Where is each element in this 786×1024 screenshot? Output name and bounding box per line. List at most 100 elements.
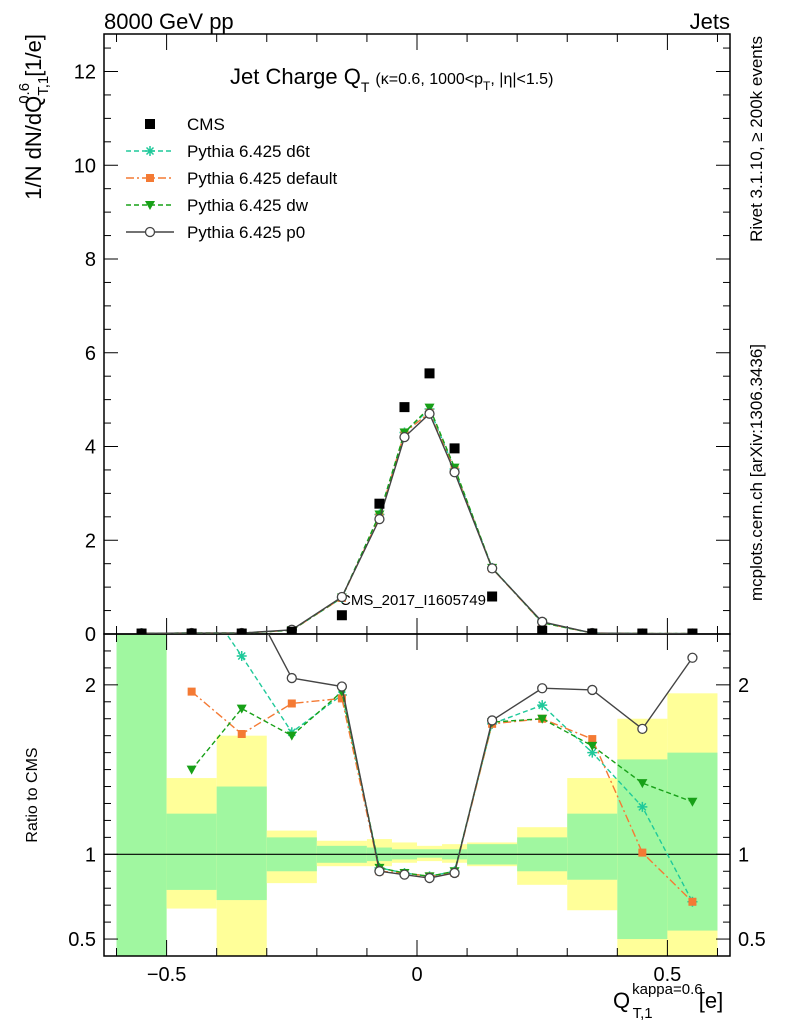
mcplots-note: mcplots.cern.ch [arXiv:1306.3436] bbox=[747, 344, 766, 601]
ratio-point-dw bbox=[687, 797, 698, 807]
ratio-point-default bbox=[287, 699, 296, 708]
ratio-point-dw bbox=[587, 741, 598, 751]
main-point-p0 bbox=[336, 591, 348, 603]
ratio-point-dw bbox=[286, 731, 297, 741]
main-point-cms bbox=[487, 591, 498, 602]
ratio-ytick-label: 2 bbox=[85, 675, 96, 697]
main-ytick-label: 0 bbox=[85, 624, 96, 646]
ratio-point-p0 bbox=[449, 867, 460, 879]
ratio-ylabel: Ratio to CMS bbox=[24, 747, 41, 842]
band-inner-11 bbox=[567, 813, 618, 880]
legend-marker-p0 bbox=[144, 226, 156, 238]
main-point-cms bbox=[136, 628, 147, 634]
ratio-point-p0 bbox=[687, 652, 698, 663]
watermark: CMS_2017_I1605749 bbox=[340, 592, 486, 609]
main-title-sub: T bbox=[361, 79, 370, 95]
ratio-ytick-label-right: 0.5 bbox=[738, 929, 766, 951]
ratio-point-dw bbox=[186, 765, 197, 775]
main-ylabel-sub: T,1 bbox=[35, 76, 52, 96]
main-ytick-label: 4 bbox=[85, 437, 96, 459]
main-point-cms bbox=[687, 628, 698, 634]
main-point-p0 bbox=[449, 467, 460, 478]
main-point-cms bbox=[424, 368, 435, 379]
legend-label-cms: CMS bbox=[187, 115, 225, 134]
band-inner-0 bbox=[116, 634, 167, 956]
main-title-details-post: , |η|<1.5) bbox=[490, 71, 553, 88]
band-inner-1 bbox=[166, 813, 217, 890]
main-ytick-label: 2 bbox=[85, 530, 96, 552]
main-point-dw bbox=[424, 403, 435, 413]
main-point-cms bbox=[637, 628, 648, 634]
main-point-p0 bbox=[424, 408, 435, 419]
main-title: Jet Charge QT (κ=0.6, 1000<pT, |η|<1.5) bbox=[230, 64, 553, 95]
legend-label-dw: Pythia 6.425 dw bbox=[187, 196, 309, 215]
xlabel-pre: Q bbox=[613, 988, 630, 1013]
ratio-line-offscale-p0 bbox=[267, 634, 293, 679]
ratio-point-dw bbox=[236, 704, 247, 714]
main-point-cms bbox=[186, 628, 197, 634]
main-line-p0 bbox=[141, 412, 693, 634]
main-point-cms bbox=[236, 628, 247, 634]
ratio-data bbox=[186, 634, 698, 907]
ratio-point-dw bbox=[537, 714, 548, 724]
ratio-point-p0 bbox=[637, 723, 648, 735]
band-inner-7 bbox=[417, 849, 443, 858]
legend-label-p0: Pythia 6.425 p0 bbox=[187, 223, 305, 242]
legend-label-d6t: Pythia 6.425 d6t bbox=[187, 142, 310, 161]
ratio-line-offscale-d6t bbox=[225, 634, 243, 657]
main-ylabel: 1/N dN/dQT,10.6 [1/e] bbox=[16, 34, 52, 200]
xlabel-sup: kappa=0.6 bbox=[632, 981, 702, 998]
ratio-point-default bbox=[337, 694, 346, 703]
ratio-point-p0 bbox=[374, 866, 385, 877]
ratio-point-default bbox=[638, 848, 647, 857]
legend: CMS Pythia 6.425 d6t Pythia 6.425 default P… bbox=[126, 115, 338, 242]
band-inner-2 bbox=[216, 786, 267, 901]
main-title-text: Jet Charge Q bbox=[230, 64, 361, 89]
main-ytick-label: 10 bbox=[74, 155, 96, 177]
legend-marker-d6t bbox=[145, 146, 155, 156]
legend-marker-dw bbox=[145, 201, 155, 210]
header-right: Jets bbox=[690, 9, 730, 34]
ratio-point-d6t bbox=[236, 651, 247, 662]
main-point-p0 bbox=[486, 563, 498, 574]
main-point-cms bbox=[449, 443, 460, 454]
xtick-label: 0.5 bbox=[653, 964, 681, 986]
main-ylabel-sup: 0.6 bbox=[16, 83, 33, 104]
ratio-point-default bbox=[588, 735, 597, 744]
rivet-note: Rivet 3.1.10, ≥ 200k events bbox=[747, 36, 766, 242]
xtick-label: 0 bbox=[411, 964, 422, 986]
legend-marker-default bbox=[146, 174, 154, 182]
main-point-p0 bbox=[399, 431, 410, 443]
ratio-bands bbox=[116, 634, 718, 956]
main-point-p0 bbox=[374, 514, 385, 525]
ratio-point-p0 bbox=[486, 715, 498, 726]
ratio-line-d6t bbox=[241, 655, 694, 903]
ratio-point-p0 bbox=[399, 869, 410, 880]
main-point-cms bbox=[537, 625, 548, 634]
ratio-point-default bbox=[688, 897, 697, 906]
header-left: 8000 GeV pp bbox=[104, 9, 234, 34]
ratio-point-d6t bbox=[637, 801, 648, 812]
legend-label-default: Pythia 6.425 default bbox=[187, 169, 338, 188]
xtick-label: −0.5 bbox=[147, 964, 186, 986]
ratio-point-dw bbox=[637, 779, 648, 789]
main-point-cms bbox=[587, 628, 598, 634]
ratio-point-p0 bbox=[537, 683, 548, 694]
main-ylabel-post: [1/e] bbox=[21, 34, 46, 83]
main-point-cms bbox=[336, 610, 347, 621]
xlabel-post: [e] bbox=[693, 988, 724, 1013]
ratio-point-default bbox=[237, 729, 246, 738]
ratio-point-p0 bbox=[336, 681, 348, 692]
main-title-details-sub: T bbox=[483, 79, 491, 93]
xlabel-sub: T,1 bbox=[633, 1005, 653, 1022]
main-data bbox=[136, 368, 698, 634]
main-title-details-pre: (κ=0.6, 1000<p bbox=[375, 71, 483, 88]
ratio-point-d6t bbox=[587, 747, 598, 758]
ratio-point-p0 bbox=[286, 672, 297, 684]
main-point-cms bbox=[399, 402, 410, 413]
ratio-point-p0 bbox=[424, 872, 435, 884]
ratio-ytick-label: 0.5 bbox=[68, 929, 96, 951]
